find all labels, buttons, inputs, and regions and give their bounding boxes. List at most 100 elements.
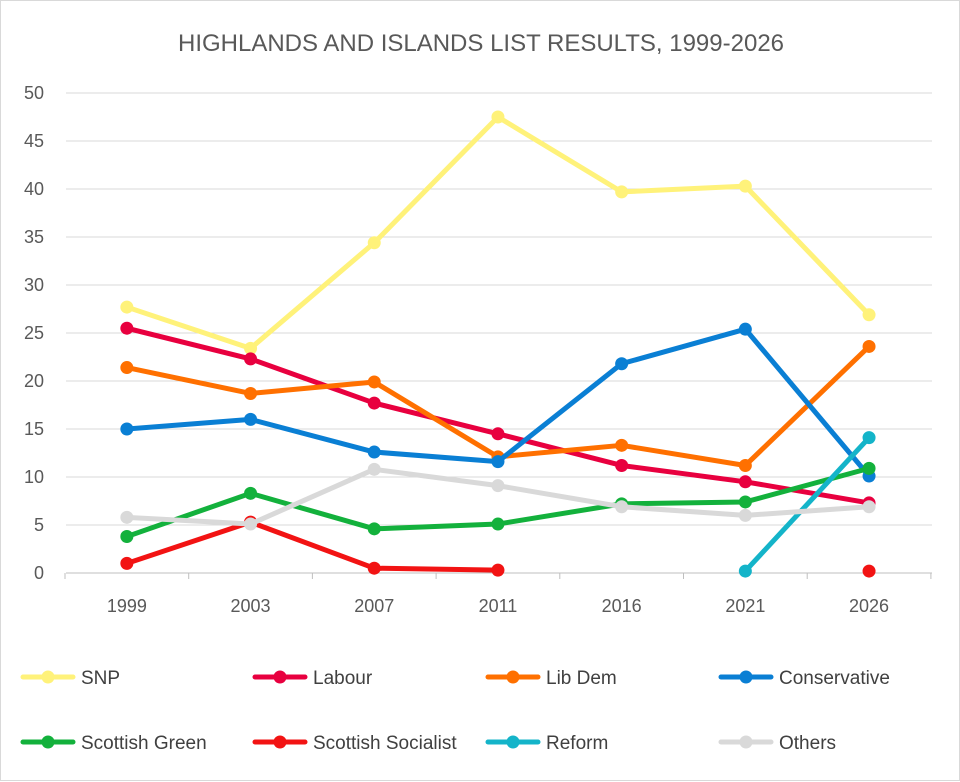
data-point-scottish-socialist <box>120 556 134 570</box>
x-axis-ticks: 1999 2003 2007 2011 2016 2021 2026 <box>64 573 932 616</box>
legend-item-snp: SNP <box>20 668 120 689</box>
legend-item-reform: Reform <box>485 733 608 754</box>
data-point-conservative <box>244 412 258 426</box>
chart-title: HIGHLANDS AND ISLANDS LIST RESULTS, 1999… <box>178 30 784 57</box>
legend-item-others: Others <box>718 733 836 754</box>
series-others <box>120 462 876 531</box>
data-point-lib-dem <box>367 375 381 389</box>
data-point-conservative <box>367 445 381 459</box>
legend-label: Reform <box>546 733 608 754</box>
legend-swatch-marker <box>739 735 753 749</box>
legend-label: Labour <box>313 668 373 689</box>
series-line-snp <box>124 114 872 351</box>
data-point-snp <box>120 300 134 314</box>
data-point-labour <box>491 427 505 441</box>
series-labour <box>120 321 876 510</box>
data-point-scottish-green <box>738 495 752 509</box>
y-tick-label: 0 <box>34 563 44 583</box>
legend-label: SNP <box>81 668 120 689</box>
data-point-scottish-socialist <box>491 563 505 577</box>
data-point-lib-dem <box>738 458 752 472</box>
data-point-scottish-green <box>862 461 876 475</box>
data-point-conservative <box>491 455 505 469</box>
x-tick-label: 2026 <box>849 596 889 616</box>
series-conservative <box>120 322 876 483</box>
data-point-others <box>615 500 629 514</box>
data-point-scottish-green <box>367 522 381 536</box>
y-tick-label: 5 <box>34 515 44 535</box>
data-point-others <box>862 500 876 514</box>
data-point-others <box>244 517 258 531</box>
legend-swatch-marker <box>739 670 753 684</box>
data-point-lib-dem <box>120 361 134 375</box>
legend-label: Conservative <box>779 668 890 689</box>
data-point-reform <box>738 564 752 578</box>
legend-swatch-marker <box>273 670 287 684</box>
data-point-scottish-green <box>120 530 134 544</box>
data-point-scottish-green <box>244 486 258 500</box>
series-line-scottish-socialist <box>124 519 501 573</box>
data-point-scottish-socialist <box>862 564 876 578</box>
legend-item-lib-dem: Lib Dem <box>485 668 617 689</box>
legend-swatch-marker <box>506 735 520 749</box>
data-point-reform <box>862 431 876 445</box>
data-point-snp <box>615 185 629 199</box>
x-tick-label: 2011 <box>479 596 518 616</box>
y-tick-label: 50 <box>24 83 44 103</box>
legend-item-scottish-green: Scottish Green <box>20 733 207 754</box>
legend-label: Scottish Green <box>81 733 207 754</box>
legend: SNP Labour Lib Dem Conservative Scottish Gre… <box>20 668 890 754</box>
y-tick-label: 40 <box>24 179 44 199</box>
y-tick-label: 45 <box>24 131 44 151</box>
data-point-scottish-socialist <box>367 561 381 575</box>
legend-swatch-marker <box>273 735 287 749</box>
x-tick-label: 2021 <box>725 596 765 616</box>
legend-item-conservative: Conservative <box>718 668 890 689</box>
legend-label: Others <box>779 733 836 754</box>
data-point-scottish-green <box>491 517 505 531</box>
data-point-conservative <box>738 322 752 336</box>
legend-swatch-marker <box>41 670 55 684</box>
data-point-lib-dem <box>615 438 629 452</box>
series-scottish-green <box>120 461 876 544</box>
y-tick-label: 15 <box>24 419 44 439</box>
data-point-labour <box>244 352 258 366</box>
legend-item-scottish-socialist: Scottish Socialist <box>252 733 457 754</box>
y-axis-ticks: 0 5 10 15 20 25 30 35 40 45 50 <box>24 83 44 583</box>
series-reform <box>738 431 876 578</box>
data-point-snp <box>738 179 752 193</box>
series-snp <box>120 110 876 355</box>
x-tick-label: 2016 <box>602 596 642 616</box>
y-tick-label: 25 <box>24 323 44 343</box>
y-tick-label: 30 <box>24 275 44 295</box>
data-point-snp <box>244 341 258 355</box>
data-point-lib-dem <box>244 386 258 400</box>
x-tick-label: 2007 <box>354 596 394 616</box>
data-point-others <box>738 508 752 522</box>
legend-label: Lib Dem <box>546 668 617 689</box>
gridlines <box>66 92 932 574</box>
data-point-others <box>491 479 505 493</box>
x-tick-label: 1999 <box>107 596 147 616</box>
series-layer <box>120 110 876 578</box>
data-point-snp <box>367 236 381 250</box>
y-tick-label: 35 <box>24 227 44 247</box>
data-point-conservative <box>615 357 629 371</box>
legend-swatch-marker <box>41 735 55 749</box>
series-lib-dem <box>120 339 876 472</box>
series-line-lib-dem <box>124 343 872 468</box>
data-point-others <box>367 462 381 476</box>
data-point-lib-dem <box>862 339 876 353</box>
y-tick-label: 20 <box>24 371 44 391</box>
data-point-labour <box>120 321 134 335</box>
series-line-reform <box>742 435 872 574</box>
legend-label: Scottish Socialist <box>313 733 457 754</box>
data-point-labour <box>367 396 381 410</box>
data-point-labour <box>738 475 752 489</box>
series-scottish-socialist <box>120 515 876 578</box>
data-point-conservative <box>120 422 134 436</box>
legend-item-labour: Labour <box>252 668 373 689</box>
x-tick-label: 2003 <box>231 596 271 616</box>
